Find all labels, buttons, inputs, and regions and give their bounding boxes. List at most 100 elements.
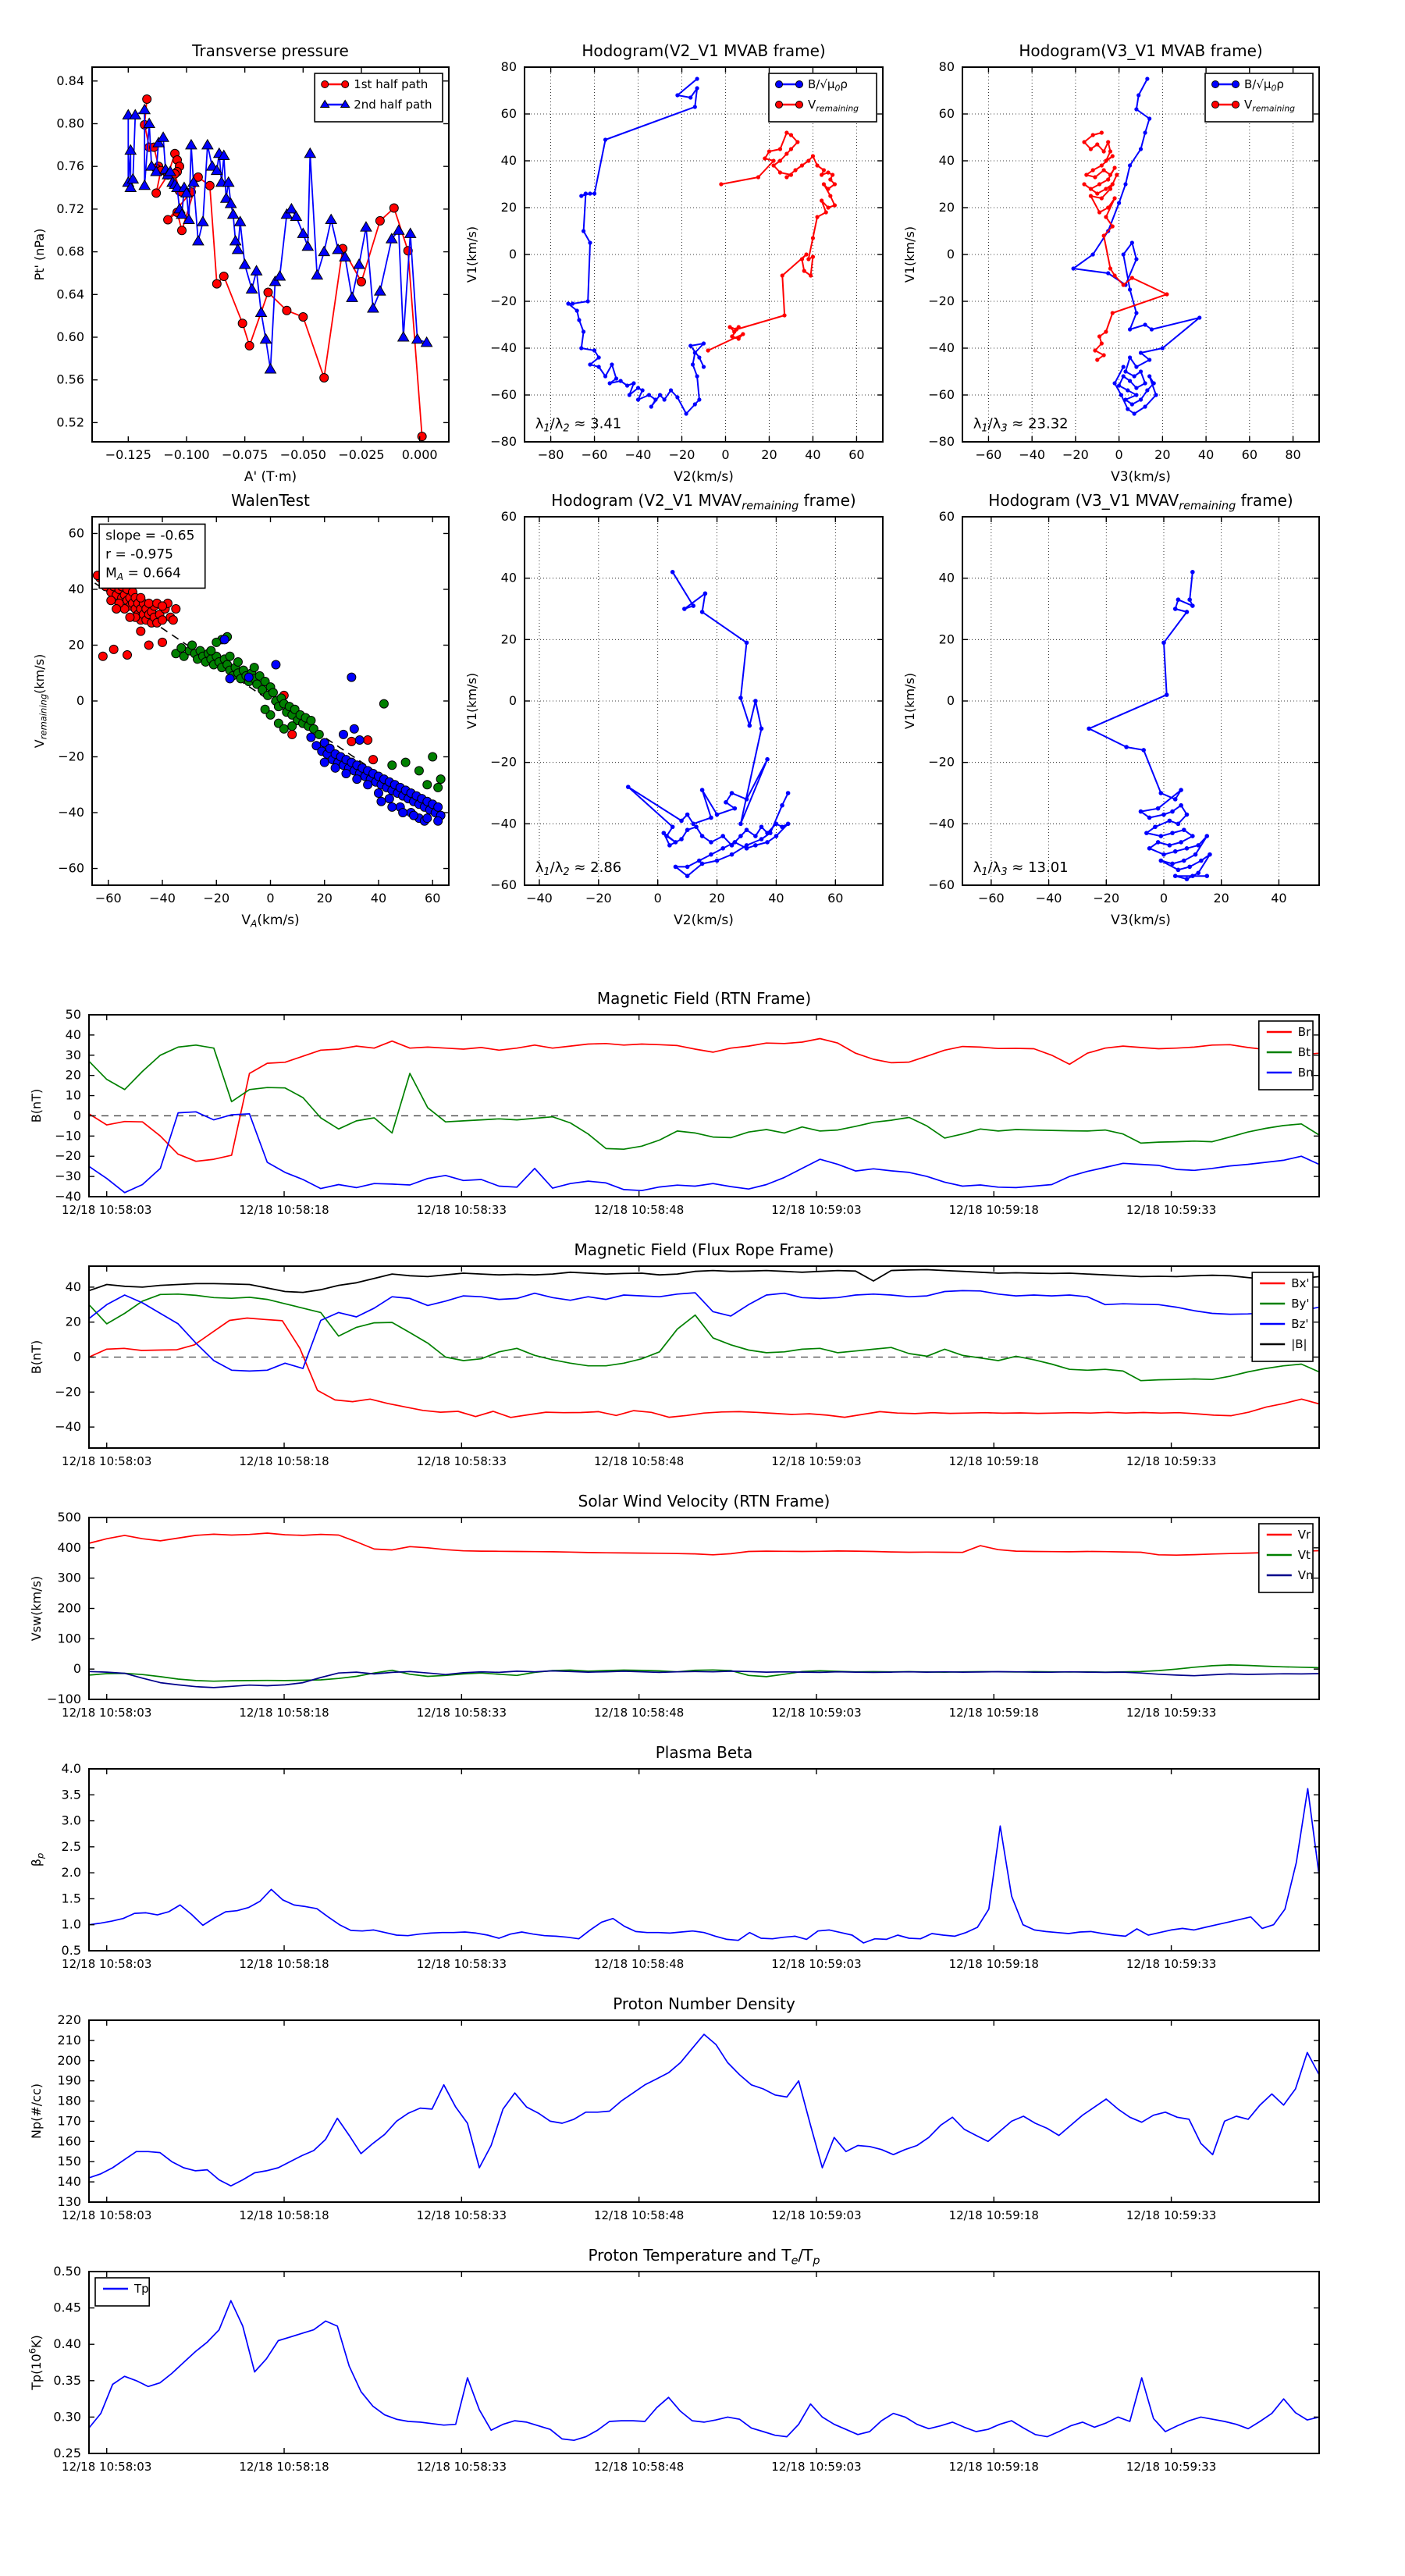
x-axis: 12/18 10:58:03 12/18 10:58:18 12/18 10:58:… <box>62 1706 1216 1720</box>
x-tick-label: 12/18 10:58:33 <box>417 2460 507 2474</box>
chart-svg-vsw-rtn: 12/18 10:58:03 12/18 10:58:18 12/18 10:58:… <box>29 1492 1320 1720</box>
annotation-line: MA = 0.664 <box>105 565 181 582</box>
y-axis-label: V1(km/s) <box>902 226 917 283</box>
y-tick-label: 80 <box>501 59 517 74</box>
chart-svg-hodogram-v3v1-mvab: −60 −40 −20 0 20 40 60 80 −80 −60 −40 −20 0 20 40 60 80 H… <box>902 41 1320 485</box>
x-tick-label: 12/18 10:59:03 <box>771 1706 861 1720</box>
y-axis-label: Pt' (nPa) <box>32 229 47 281</box>
x-tick-label: 12/18 10:58:48 <box>594 1957 684 1971</box>
chart-svg-plasma-beta: 12/18 10:58:03 12/18 10:58:18 12/18 10:58:… <box>29 1743 1320 1971</box>
y-tick-label: 0 <box>73 1350 81 1364</box>
ticks <box>89 1014 1319 1197</box>
ticks <box>89 1768 1319 1952</box>
panel-plasma-beta: 12/18 10:58:03 12/18 10:58:18 12/18 10:58:… <box>11 1736 1336 1998</box>
chart-svg-b-fluxrope: 12/18 10:58:03 12/18 10:58:18 12/18 10:58:… <box>29 1240 1320 1468</box>
series-V-remaining-hodogram <box>1082 130 1169 362</box>
x-tick-label: 12/18 10:58:03 <box>62 2460 151 2474</box>
x-tick-label: 12/18 10:59:33 <box>1126 2208 1216 2222</box>
y-tick-label: 210 <box>57 2033 81 2048</box>
y-tick-label: 20 <box>939 632 955 646</box>
x-tick-label: 60 <box>425 891 440 906</box>
x-tick-label: 12/18 10:58:18 <box>239 1203 329 1217</box>
y-tick-label: 50 <box>66 1007 81 1022</box>
y-axis: −40 −20 0 20 40 <box>55 1279 81 1434</box>
x-tick-label: 60 <box>848 447 864 462</box>
x-tick-label: 12/18 10:58:48 <box>594 1706 684 1720</box>
x-axis: 12/18 10:58:03 12/18 10:58:18 12/18 10:58:… <box>62 1957 1216 1971</box>
x-tick-label: −0.050 <box>280 447 326 462</box>
y-tick-label: 20 <box>501 200 517 215</box>
y-tick-label: −30 <box>55 1169 81 1183</box>
x-tick-label: 12/18 10:58:18 <box>239 1454 329 1468</box>
y-tick-label: 180 <box>57 2094 81 2108</box>
x-tick-label: 12/18 10:59:33 <box>1126 1203 1216 1217</box>
ticks <box>89 2271 1319 2454</box>
y-tick-label: 60 <box>939 106 955 121</box>
series-Bz-prime <box>88 1290 1320 1372</box>
y-tick-label: −20 <box>490 755 517 770</box>
annotation: slope = -0.65 r = -0.975 MA = 0.664 <box>98 523 206 589</box>
x-tick-label: 12/18 10:59:33 <box>1126 2460 1216 2474</box>
x-axis: 12/18 10:58:03 12/18 10:58:18 12/18 10:58:… <box>62 2460 1216 2474</box>
panel-title: Plasma Beta <box>656 1743 753 1762</box>
series-Tp <box>88 2300 1320 2442</box>
y-tick-label: 0.5 <box>62 1943 81 1958</box>
x-tick-label: 12/18 10:59:03 <box>771 1203 861 1217</box>
x-axis-label: V2(km/s) <box>674 913 734 928</box>
panel-title: Hodogram(V2_V1 MVAB frame) <box>582 41 825 60</box>
chart-svg-hodogram-v2v1-mvav: −40 −20 0 20 40 60 −60 −40 −20 0 20 40 60 Hodogram (V… <box>464 491 884 928</box>
panel-title: Hodogram (V2_V1 MVAVremaining frame) <box>551 491 855 512</box>
x-tick-label: 12/18 10:58:48 <box>594 1454 684 1468</box>
x-tick-label: 20 <box>709 891 724 906</box>
panel-title: WalenTest <box>231 491 310 510</box>
y-tick-label: 200 <box>57 2053 81 2068</box>
series-Br <box>88 1037 1320 1162</box>
y-axis: −60 −40 −20 0 20 40 60 <box>490 509 517 892</box>
y-tick-label: −20 <box>928 755 955 770</box>
ticks <box>962 516 1319 886</box>
panel-hodogram-v2v1-mvav: −40 −20 0 20 40 60 −60 −40 −20 0 20 40 60 Hodogram (V… <box>446 484 900 932</box>
x-axis-label: VA(km/s) <box>241 913 299 930</box>
x-tick-label: −20 <box>1062 447 1089 462</box>
y-tick-label: 20 <box>69 637 84 652</box>
x-axis: −40 −20 0 20 40 60 <box>526 891 843 906</box>
series-B-magnitude <box>88 1268 1320 1293</box>
series-second-half-path <box>122 103 433 374</box>
legend-label: Bz' <box>1291 1317 1308 1331</box>
y-tick-label: 0.60 <box>56 329 84 344</box>
x-tick-label: −0.025 <box>338 447 384 462</box>
legend: Br Bt Bn <box>1258 1020 1314 1091</box>
x-tick-label: 12/18 10:59:18 <box>949 2208 1039 2222</box>
y-tick-label: 150 <box>57 2154 81 2169</box>
x-axis-label: A' (T·m) <box>244 469 297 485</box>
chart-svg-walen-test: −60 −40 −20 0 20 40 60 −60 −40 −20 0 20 40 60 WalenTes… <box>32 491 450 930</box>
x-axis: 12/18 10:58:03 12/18 10:58:18 12/18 10:58:… <box>62 1203 1216 1217</box>
x-tick-label: 12/18 10:58:33 <box>417 1203 507 1217</box>
y-tick-label: 0.72 <box>56 201 84 216</box>
x-tick-label: −60 <box>95 891 122 906</box>
y-tick-label: 40 <box>501 571 517 585</box>
legend-label: B/√μ0ρ <box>1244 77 1284 93</box>
annotation-line: λ1/λ3 ≈ 23.32 <box>973 415 1069 434</box>
y-axis-label: V1(km/s) <box>902 673 917 729</box>
y-tick-label: 0.52 <box>56 415 84 429</box>
y-axis: 0.52 0.56 0.60 0.64 0.68 0.72 0.76 0.80 0.84 <box>56 73 84 430</box>
x-tick-label: −80 <box>538 447 564 462</box>
series-B-hodogram <box>566 76 706 416</box>
y-tick-label: 0.84 <box>56 73 84 88</box>
y-tick-label: −80 <box>928 434 955 449</box>
y-tick-label: 40 <box>501 153 517 168</box>
x-tick-label: 60 <box>1242 447 1257 462</box>
y-tick-label: 170 <box>57 2113 81 2128</box>
y-tick-label: 60 <box>939 509 955 524</box>
y-tick-label: 0.76 <box>56 158 84 173</box>
y-tick-label: −40 <box>928 816 955 831</box>
x-tick-label: 12/18 10:58:18 <box>239 1706 329 1720</box>
y-axis: 0.5 1.0 1.5 2.0 2.5 3.0 3.5 4.0 <box>62 1761 81 1958</box>
x-tick-label: 0 <box>721 447 729 462</box>
x-tick-label: −60 <box>976 447 1002 462</box>
x-tick-label: 12/18 10:58:18 <box>239 2460 329 2474</box>
y-tick-label: 0.80 <box>56 116 84 130</box>
x-tick-label: 0 <box>1115 447 1123 462</box>
y-tick-label: 40 <box>66 1279 81 1294</box>
